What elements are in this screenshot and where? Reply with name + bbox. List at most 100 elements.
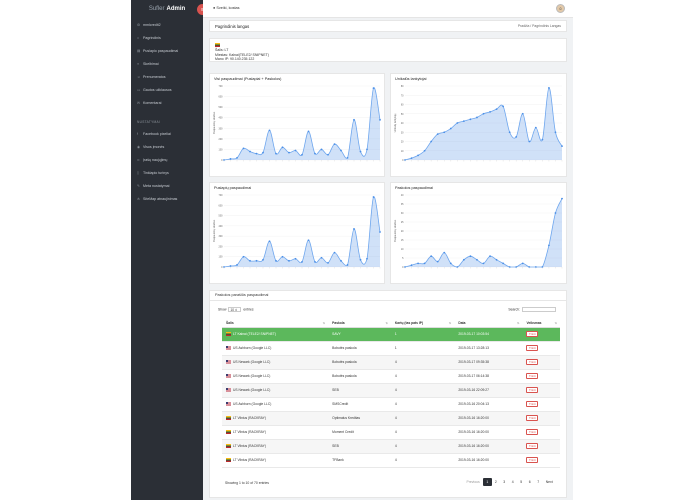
- data-point: [521, 112, 524, 115]
- series-area: [224, 87, 380, 160]
- sidebar-item[interactable]: ⌂ Pagrindinis: [131, 31, 203, 44]
- hamburger-icon: ≡: [201, 7, 204, 13]
- pagination-previous[interactable]: Previous: [466, 480, 480, 484]
- cell-loan: Bobutės paskola: [332, 360, 357, 364]
- data-point: [327, 261, 329, 264]
- sidebar: Sufler Admin ⚙ mmlcredit2 ⌂ Pagrindinis ▤ Pusl…: [131, 0, 203, 500]
- lithuania-flag-icon: [226, 444, 231, 448]
- usa-flag-icon: [226, 360, 231, 364]
- data-point: [372, 87, 375, 90]
- data-point: [561, 197, 563, 200]
- data-point: [548, 244, 550, 247]
- cell-loan: Bobutės paskola: [332, 374, 357, 378]
- y-axis-label: Paspaudimų skaičius: [213, 111, 216, 134]
- pagination-page[interactable]: 7: [537, 480, 540, 484]
- pagination-page[interactable]: 6: [528, 480, 531, 484]
- usa-flag-icon: [226, 388, 231, 392]
- pagination-page[interactable]: 3: [503, 480, 506, 484]
- data-point: [229, 158, 232, 160]
- pagination-page[interactable]: 4: [511, 480, 514, 484]
- delete-button[interactable]: Trinti: [526, 345, 539, 351]
- search-input[interactable]: [522, 307, 556, 312]
- sidebar-item[interactable]: ◉ Visos įmonės: [131, 140, 203, 153]
- page-length-select[interactable]: 10 ⇕: [228, 307, 242, 312]
- y-tick-label: 15: [401, 239, 404, 242]
- delete-button[interactable]: Trinti: [526, 401, 539, 407]
- sidebar-item-label: Prenumeratos: [143, 74, 166, 79]
- sidebar-item[interactable]: ▯ Tinklapio turinys: [131, 166, 203, 179]
- menu-toggle-button[interactable]: ≡: [197, 4, 208, 15]
- y-tick-label: 300: [219, 235, 224, 238]
- chart-unique-visitors: 0 10 20 30 40 50 60 70 80 Unikalių lankytojų: [394, 85, 563, 162]
- data-point: [508, 131, 511, 134]
- column-header[interactable]: Data ⇅: [454, 319, 523, 328]
- delete-button[interactable]: Trinti: [526, 373, 539, 379]
- delete-button[interactable]: Trinti: [526, 443, 539, 449]
- table-row: US Ashburn (Google LLC) SMSCredit 4 2019-03…: [222, 397, 560, 412]
- sort-icon: ⇅: [516, 320, 520, 325]
- data-point: [236, 156, 238, 159]
- sidebar-item[interactable]: ▤ Puslapio paspaudimai: [131, 44, 203, 57]
- doc-icon: ▭: [137, 87, 141, 92]
- cell-times: 4: [394, 402, 397, 406]
- usa-flag-icon: [226, 374, 231, 378]
- page-length-control: Show 10 ⇕ entries: [218, 307, 254, 312]
- breadcrumb[interactable]: Pradžia / Pagrindinis Langas: [517, 24, 561, 28]
- chart-total-clicks: 0 100 200 300 400 500 600 700 Paspaudimų skaičiu…: [213, 85, 381, 162]
- column-header[interactable]: Veiksmas ⇅: [522, 319, 560, 328]
- delete-button[interactable]: Trinti: [526, 331, 539, 337]
- table-row: US Newark (Google LLC) Bobutės paskola 4 20…: [222, 355, 560, 370]
- sort-icon: ⇅: [448, 320, 452, 325]
- sidebar-item[interactable]: f Facebook pixeliai: [131, 127, 203, 140]
- y-tick-label: 300: [219, 127, 224, 130]
- sidebar-item[interactable]: ▭ Gautos užklausos: [131, 83, 203, 96]
- user-greeting[interactable]: ● Sveiki, kostas: [213, 6, 240, 10]
- delete-button[interactable]: Trinti: [526, 387, 539, 393]
- sidebar-item[interactable]: ∞ Įrašų naujųjimų: [131, 153, 203, 166]
- cell-country: US Newark (Google LLC): [233, 374, 271, 378]
- y-tick-label: 80: [401, 85, 404, 88]
- y-tick-label: 0: [221, 266, 223, 269]
- y-tick-label: 10: [401, 150, 404, 153]
- y-tick-label: 500: [219, 215, 224, 218]
- data-point: [281, 146, 284, 149]
- sidebar-item[interactable]: ≡ Skelbimai: [131, 57, 203, 70]
- column-header[interactable]: Kartų (tas pats IP) ⇅: [390, 319, 455, 328]
- cell-date: 2019-03-16 16:20:00: [458, 416, 489, 420]
- cell-loan: SMSCredit: [332, 402, 349, 406]
- sidebar-item[interactable]: ✉ Komentarai: [131, 96, 203, 109]
- main-content: Pagrindinis langas Pradžia / Pagrindinis…: [203, 18, 573, 500]
- delete-button[interactable]: Trinti: [526, 429, 539, 435]
- info-country: Šalis: LT: [215, 47, 229, 52]
- brand-logo[interactable]: Sufler Admin: [131, 0, 203, 18]
- chart-page-clicks: 0 100 200 300 400 500 600 700 Paspaudimų skaičiu…: [213, 194, 381, 269]
- delete-button[interactable]: Trinti: [526, 359, 539, 365]
- sidebar-item[interactable]: ✎ Meta nustatymai: [131, 179, 203, 192]
- pagination-page[interactable]: 5: [520, 480, 523, 484]
- avatar[interactable]: ☺: [556, 4, 565, 13]
- y-tick-label: 700: [219, 194, 224, 197]
- pagination-page[interactable]: 1: [483, 478, 492, 486]
- data-point: [301, 153, 303, 156]
- data-point: [346, 264, 349, 266]
- data-point: [268, 129, 271, 132]
- y-tick-label: 40: [401, 194, 404, 197]
- y-tick-label: 50: [401, 113, 404, 116]
- cell-country: LT Vilnius (RACKRAY): [233, 416, 266, 420]
- column-header[interactable]: Šalis ⇅: [222, 319, 329, 328]
- column-header[interactable]: Paskola ⇅: [328, 319, 391, 328]
- delete-button[interactable]: Trinti: [526, 457, 539, 463]
- sidebar-menu: ⚙ mmlcredit2 ⌂ Pagrindinis ▤ Puslapio paspaud…: [131, 18, 203, 109]
- sidebar-item[interactable]: ☺ Prenumeratos: [131, 70, 203, 83]
- delete-button[interactable]: Trinti: [526, 415, 539, 421]
- sidebar-item[interactable]: ⋔ SiteMap atnaujinimas: [131, 192, 203, 205]
- data-point: [379, 118, 381, 121]
- chart-title: Visi paspaudimai (Puslapiai + Paskolos): [214, 77, 282, 81]
- y-tick-label: 700: [219, 85, 224, 88]
- data-point: [366, 257, 368, 260]
- sidebar-item[interactable]: ⚙ mmlcredit2: [131, 18, 203, 31]
- chart-title: Unikalūs lankytojai: [395, 77, 427, 81]
- pagination-next[interactable]: Next: [545, 480, 553, 484]
- pagination-page[interactable]: 2: [494, 480, 497, 484]
- data-point: [417, 154, 419, 157]
